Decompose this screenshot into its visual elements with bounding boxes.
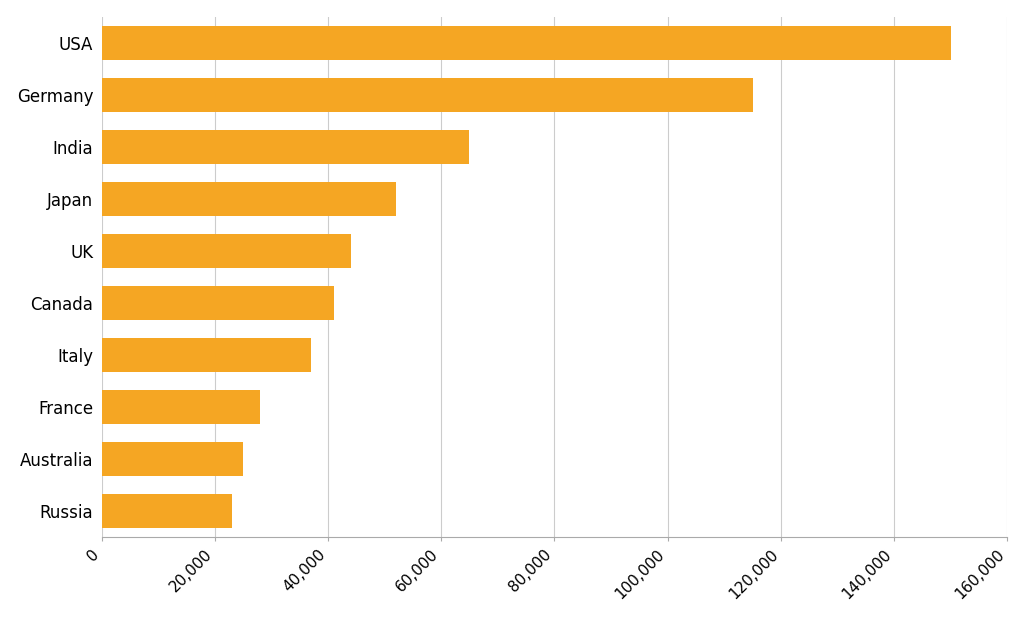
Bar <box>101 26 950 59</box>
Bar <box>101 494 231 528</box>
Bar <box>101 182 396 216</box>
Bar <box>101 286 334 320</box>
Bar <box>101 338 311 372</box>
Bar <box>101 78 753 112</box>
Bar <box>101 390 260 424</box>
Bar <box>101 442 243 476</box>
Bar <box>101 130 469 164</box>
Bar <box>101 234 350 268</box>
